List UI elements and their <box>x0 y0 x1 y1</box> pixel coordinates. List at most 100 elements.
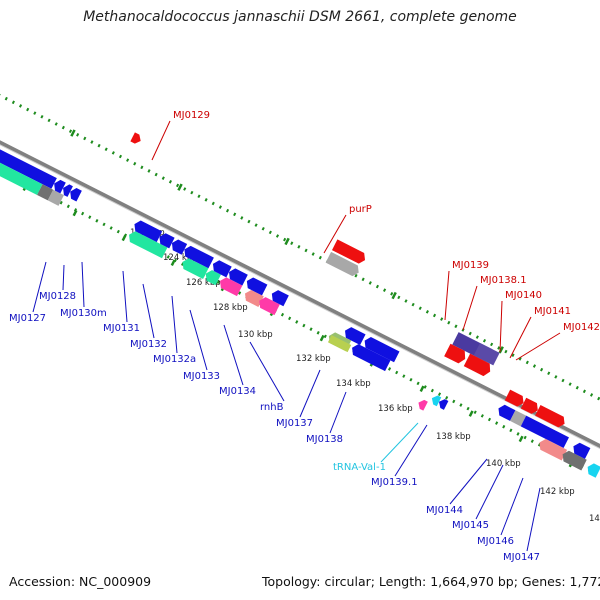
label-MJ0146: MJ0146 <box>477 536 514 547</box>
leader-MJ0141 <box>509 316 532 359</box>
label-MJ0147: MJ0147 <box>503 552 540 563</box>
gene-MJ0129 <box>130 132 141 144</box>
leader-MJ0140 <box>499 300 503 353</box>
label-MJ0139.1: MJ0139.1 <box>371 477 418 488</box>
gene-MJ0132 <box>159 233 175 249</box>
gene-small-2 <box>70 188 82 202</box>
leader-MJ0128 <box>62 264 65 291</box>
scale-tick <box>319 334 325 342</box>
gene-MJ0131-teal <box>129 231 168 259</box>
gene-MJ0140 <box>463 353 491 377</box>
forward-major-tick <box>70 129 76 137</box>
scale-tick <box>170 259 176 266</box>
label-MJ0139: MJ0139 <box>452 260 489 271</box>
scale-tick <box>121 234 127 242</box>
leader-MJ0139.1 <box>394 424 428 477</box>
scale-label-124-kbp: 124 kbp <box>163 253 198 263</box>
gene-MJ0137-b <box>246 277 268 296</box>
gene-MJ0141r <box>520 397 538 414</box>
leader-MJ0132a <box>171 295 178 354</box>
label-MJ0131: MJ0131 <box>103 323 140 334</box>
scale-label-126-kbp: 126 kbp <box>186 278 221 288</box>
leader-MJ0130m <box>81 261 85 308</box>
gene-purP <box>325 251 359 277</box>
gene-MJ0138b <box>352 344 391 372</box>
leader-tRNA-Val-1 <box>380 422 419 463</box>
scale-label-142-kbp: 142 kbp <box>540 487 575 497</box>
forward-major-tick <box>177 183 183 191</box>
label-MJ0140: MJ0140 <box>505 290 542 301</box>
scale-tick <box>72 209 78 217</box>
gene-MJ0142 <box>535 404 565 428</box>
gene-MJ0137 <box>259 297 280 316</box>
leader-MJ0137 <box>299 369 321 418</box>
label-MJ0129: MJ0129 <box>173 110 210 121</box>
genome-backbone-highlight <box>0 144 600 450</box>
label-MJ0138: MJ0138 <box>306 434 343 445</box>
label-MJ0132: MJ0132 <box>130 339 167 350</box>
label-MJ0127: MJ0127 <box>9 313 46 324</box>
gene-rnhB <box>220 277 243 297</box>
leader-MJ0147 <box>526 487 541 552</box>
leader-MJ0127 <box>32 261 47 313</box>
gene-MJ0139.1 <box>418 399 428 411</box>
gene-MJ0138 <box>364 337 400 363</box>
scale-tick <box>468 410 474 417</box>
label-purP: purP <box>349 204 372 215</box>
gene-MJ0138a <box>345 327 366 346</box>
gene-MJ0127 <box>0 149 57 189</box>
scale-tick <box>518 435 524 443</box>
gene-MJ0133b <box>205 270 221 286</box>
label-MJ0134: MJ0134 <box>219 386 256 397</box>
gene-MJ0133 <box>182 258 209 279</box>
gene-MJ0130m-arrow <box>54 179 66 194</box>
label-MJ0128: MJ0128 <box>39 291 76 302</box>
gene-MJ0142b <box>520 415 556 441</box>
gene-tRNA-Val-1 <box>431 395 442 407</box>
label-tRNA-Val-1: tRNA-Val-1 <box>333 462 386 473</box>
label-MJ0145: MJ0145 <box>452 520 489 531</box>
label-MJ0130m: MJ0130m <box>60 308 107 319</box>
leader-rnhB <box>249 341 285 402</box>
scale-label-134-kbp: 134 kbp <box>336 379 371 389</box>
leader-MJ0139 <box>444 270 450 321</box>
gene-MJ0128 <box>0 162 43 195</box>
gene-MJ0141-grey <box>510 410 527 427</box>
leader-MJ0138.1 <box>462 285 478 331</box>
label-rnhB: rnhB <box>260 402 284 413</box>
scale-label-132-kbp: 132 kbp <box>296 354 331 364</box>
scale-label-140-kbp: 140 kbp <box>486 459 521 469</box>
gene-tRNA-b <box>439 399 449 410</box>
leader-MJ0142 <box>515 332 561 361</box>
label-MJ0144: MJ0144 <box>426 505 463 516</box>
scale-label-144-kbp: 144 kbp <box>589 514 600 524</box>
gene-MJ0132a <box>171 239 188 255</box>
gene-MJ0134 <box>184 245 214 269</box>
forward-major-tick <box>391 291 397 300</box>
gene-MJ0138.1 <box>444 343 466 364</box>
gene-MJ0144a <box>548 430 569 449</box>
leader-MJ0144 <box>449 458 488 505</box>
gene-MJ0134b <box>212 260 232 278</box>
forward-major-tick <box>284 237 290 246</box>
leader-MJ0129 <box>151 120 171 161</box>
leader-MJ0138 <box>329 391 347 434</box>
scale-label-138-kbp: 138 kbp <box>436 432 471 442</box>
scale-tick <box>419 385 425 392</box>
gene-MJ0145 <box>562 450 587 471</box>
gene-small-1 <box>63 184 73 197</box>
gene-MJ0139b <box>473 342 500 366</box>
label-MJ0142: MJ0142 <box>563 322 600 333</box>
gene-rnhB-b <box>229 268 248 286</box>
gene-MJ0145b <box>573 442 591 459</box>
map-title: Methanocaldococcus jannaschii DSM 2661, … <box>83 9 517 25</box>
gene-MJ0137-c <box>271 290 289 307</box>
gene-MJ0128-grey <box>37 184 54 201</box>
label-MJ0137: MJ0137 <box>276 418 313 429</box>
leader-MJ0132 <box>142 283 155 339</box>
genome-backbone <box>0 140 600 449</box>
label-MJ0141: MJ0141 <box>534 306 571 317</box>
accession-text: Accession: NC_000909 <box>9 574 152 589</box>
label-MJ0133: MJ0133 <box>183 371 220 382</box>
